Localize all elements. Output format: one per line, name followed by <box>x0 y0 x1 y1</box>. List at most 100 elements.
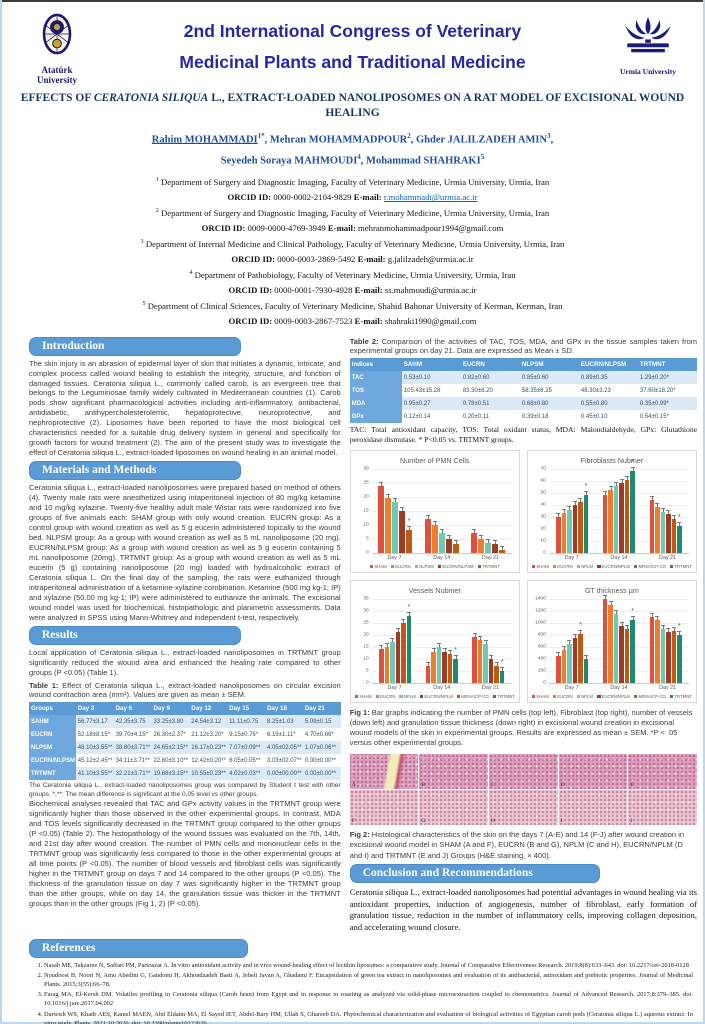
legend-item: MRSA/CP-CO <box>633 564 666 569</box>
section-header-references: References <box>29 939 249 959</box>
bar <box>483 640 488 683</box>
table-cell: 11.11±0.75 <box>227 715 265 729</box>
table-cell: 1.07±0.06** <box>302 741 341 755</box>
table-column-header: Day 6 <box>113 702 152 716</box>
bar <box>613 609 619 683</box>
bar <box>671 515 677 553</box>
email-link[interactable]: ss.mahmoudi@urmia.ac.ir <box>384 285 477 296</box>
legend-swatch-icon <box>399 694 403 699</box>
legend-label: EUCRN <box>557 563 573 569</box>
error-bar <box>585 654 587 659</box>
legend-label: SHAM <box>359 693 372 699</box>
congress-title-line1: 2nd International Congress of Veterinary <box>183 21 522 42</box>
error-bar <box>409 526 411 531</box>
significance-star: * <box>579 621 582 629</box>
legend-label: NPLM <box>581 693 594 699</box>
table-row-header: SAHM <box>29 715 76 729</box>
table-cell: 0.53±0.10 <box>401 371 461 385</box>
error-bar <box>496 661 498 666</box>
chart-plot-area: 0 200 400 600 800 1000 1200 1400 * * * <box>535 594 689 685</box>
chart-bar-groups: * <box>372 469 512 553</box>
legend-label: MRSA/CP-CG <box>638 693 666 699</box>
error-bar <box>388 494 390 499</box>
error-bar <box>433 647 435 652</box>
bar <box>452 540 459 553</box>
bar <box>447 649 453 683</box>
histology-panel-letter: H <box>491 818 496 825</box>
bar <box>561 509 567 553</box>
error-bar-cap <box>655 615 660 617</box>
bar: * <box>677 514 682 553</box>
chart-bar-group <box>471 529 506 553</box>
table-cell: 48.10±3.55** <box>75 741 114 755</box>
table-row: TOS 105.43±15.28 83.30±6.20 58.35±6.25 48.30… <box>349 384 697 398</box>
legend-item: EUCRN <box>375 694 395 699</box>
table-cell: 0.45±0.10 <box>578 410 638 424</box>
table-head: Indices SAHM EUCRN NLPSM EUCRN/NLPSM TRTMNT <box>349 358 697 372</box>
legend-swatch-icon <box>633 564 638 569</box>
legend-swatch-icon <box>597 694 601 699</box>
email-link[interactable]: g.jalilzadeh@urmia.ac.ir <box>387 254 474 265</box>
chart-card: Number of PMN Cells 0 5 10 15 20 25 30 * Day 7 Day… <box>349 449 520 573</box>
error-bar <box>574 633 576 638</box>
chart-gridline <box>371 496 512 498</box>
affiliation-sup: 4 <box>189 269 193 276</box>
orcid-label: ORCID ID: <box>227 192 272 203</box>
error-bar-cap <box>472 529 477 531</box>
email-link[interactable]: mehranmohammadpour1994@gmail.com <box>358 223 504 234</box>
chart-x-tick-label: Day 21 <box>481 554 500 561</box>
table2-caption-text: Comparison of the activities of TAC, TOS… <box>349 336 697 356</box>
orcid-label: ORCID ID: <box>228 316 273 327</box>
table-column-header: Day 15 <box>227 702 265 716</box>
authors-line-2: Seyedeh Soraya MAHMOUDI4, Mohammad SHAHR… <box>220 153 485 167</box>
bar <box>572 633 578 683</box>
bar <box>583 654 589 683</box>
chart-y-tick: 10 <box>363 656 369 662</box>
table-row: NLPSM 48.10±3.55** 38.80±3.71** 24.65±2.15*… <box>29 741 341 755</box>
error-bar-cap <box>671 626 676 628</box>
chart-x-tick-label: Day 21 <box>481 684 500 691</box>
chart-y-tick: 1200 <box>535 608 546 614</box>
poster-title-post: L., EXTRACT-LOADED NANOLIPOSOMES ON A RA… <box>208 91 685 120</box>
email-link[interactable]: shahraki1990@gmail.com <box>384 316 477 327</box>
error-bar-cap <box>677 522 682 524</box>
error-bar-cap <box>494 661 499 663</box>
bar <box>624 624 630 683</box>
significance-star: * <box>584 483 588 491</box>
error-bar <box>474 633 476 638</box>
table-cell: 83.30±6.20 <box>460 384 520 398</box>
error-bar-cap <box>432 520 437 522</box>
bar <box>425 661 431 683</box>
error-bar-cap <box>425 515 430 517</box>
error-bar <box>386 642 388 647</box>
error-bar-cap <box>666 510 671 512</box>
top-rule <box>2 0 703 2</box>
error-bar-cap <box>666 627 671 629</box>
chart-x-tick-label: Day 21 <box>659 684 677 691</box>
bar <box>384 642 390 683</box>
table-cell: 33.25±3.80 <box>151 715 190 729</box>
congress-title: 2nd International Congress of Veterinary… <box>92 16 613 77</box>
reference-item: Noudoost B, Noori N, Amo Abedini G, Gand… <box>44 971 693 989</box>
chart-title: Vessels Nubmer <box>408 585 461 595</box>
introduction-text: The skin injury is an abrasion of epider… <box>29 358 341 458</box>
error-bar <box>485 640 487 645</box>
error-bar <box>616 481 618 486</box>
chart-bar-group: * <box>602 459 635 553</box>
email-link[interactable]: r.mohammadi@urmia.ac.ir <box>383 192 478 203</box>
legend-swatch-icon <box>477 564 482 569</box>
table-header-row: Indices SAHM EUCRN NLPSM EUCRN/NLPSM TRTMNT <box>349 358 697 372</box>
chart-y-tick: 0 <box>366 550 369 556</box>
error-bar-cap <box>619 621 624 623</box>
error-bar-cap <box>426 661 431 663</box>
error-bar <box>610 486 612 491</box>
error-bar-cap <box>561 645 566 647</box>
legend-swatch-icon <box>669 694 674 699</box>
error-bar-cap <box>395 628 400 630</box>
error-bar <box>657 503 659 508</box>
error-bar-cap <box>472 633 477 635</box>
bar: * <box>677 623 682 683</box>
table-cell: 4.05±02.05** <box>264 741 303 755</box>
legend-label: MRSA/CP-CO <box>461 693 489 699</box>
